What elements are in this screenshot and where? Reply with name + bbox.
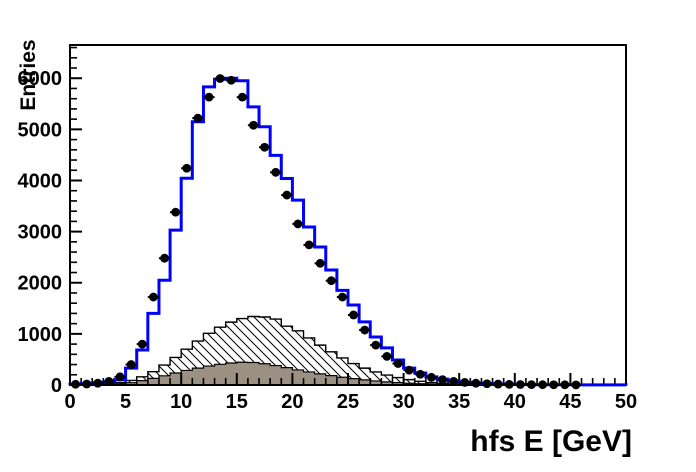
plot-frame — [69, 44, 627, 386]
data-point — [203, 92, 215, 102]
data-point — [548, 380, 560, 390]
data-points-series — [69, 74, 582, 390]
data-point — [303, 240, 315, 250]
data-point — [492, 379, 504, 389]
data-point — [525, 380, 538, 389]
x-tick-label: 30 — [392, 391, 414, 413]
data-point — [81, 379, 93, 389]
data-point — [236, 92, 248, 102]
data-point — [92, 378, 104, 388]
data-point — [158, 253, 171, 263]
y-tick-label: 2000 — [18, 273, 63, 295]
series-layer — [91, 315, 516, 386]
data-point — [514, 380, 526, 389]
data-point — [270, 167, 282, 177]
x-tick-label: 40 — [504, 391, 526, 413]
data-point — [314, 258, 326, 268]
x-tick-label: 10 — [170, 391, 192, 413]
data-point — [125, 360, 137, 369]
data-point — [403, 365, 415, 375]
y-tick-label: 0 — [51, 375, 62, 397]
data-point — [392, 359, 404, 368]
data-point — [114, 372, 126, 382]
data-point — [436, 375, 449, 385]
data-point — [448, 377, 460, 386]
data-point — [459, 378, 471, 387]
y-tick-label: 3000 — [18, 222, 63, 244]
data-point — [181, 163, 193, 173]
x-tick-label: 35 — [448, 391, 470, 413]
data-point — [425, 372, 437, 382]
data-point — [69, 379, 82, 389]
data-point — [325, 276, 337, 286]
data-point — [225, 75, 237, 85]
x-tick-label: 50 — [615, 391, 637, 413]
data-point — [192, 113, 204, 123]
data-point — [347, 310, 360, 320]
data-point — [292, 219, 304, 229]
data-point — [214, 74, 226, 83]
tick-labels-layer: 0 1000 2000 3000 4000 5000 6000 0 5 10 15 20 25 30 35 4… — [18, 68, 638, 413]
data-point — [136, 339, 148, 349]
y-tick-label: 5000 — [18, 119, 63, 141]
data-point — [559, 380, 571, 390]
data-point — [336, 292, 349, 302]
y-tick-label: 4000 — [18, 170, 63, 192]
x-tick-label: 15 — [226, 391, 248, 413]
data-point — [147, 292, 159, 302]
data-point — [170, 207, 182, 217]
data-point — [481, 379, 493, 389]
x-tick-label: 5 — [120, 391, 131, 413]
x-axis-title: hfs E [GeV] — [470, 425, 632, 458]
axes-layer — [68, 44, 628, 390]
data-point — [414, 369, 426, 379]
data-point — [259, 142, 271, 152]
data-point — [470, 378, 482, 388]
data-point — [281, 190, 293, 200]
x-tick-label: 25 — [337, 391, 359, 413]
y-tick-label: 1000 — [18, 324, 63, 346]
mc-step-histogram — [68, 76, 628, 387]
x-tick-label: 45 — [559, 391, 581, 413]
axis-ticks — [69, 46, 627, 386]
data-point — [503, 379, 515, 389]
data-point — [359, 325, 371, 335]
data-point — [381, 351, 393, 361]
x-tick-label: 20 — [281, 391, 303, 413]
data-point — [247, 120, 260, 130]
y-tick-label: 6000 — [18, 68, 63, 90]
x-tick-label: 0 — [64, 391, 75, 413]
data-point — [370, 340, 382, 350]
data-point — [570, 380, 582, 390]
data-point — [537, 380, 549, 390]
data-point — [103, 377, 115, 386]
y-axis-title: Entries — [17, 39, 40, 110]
